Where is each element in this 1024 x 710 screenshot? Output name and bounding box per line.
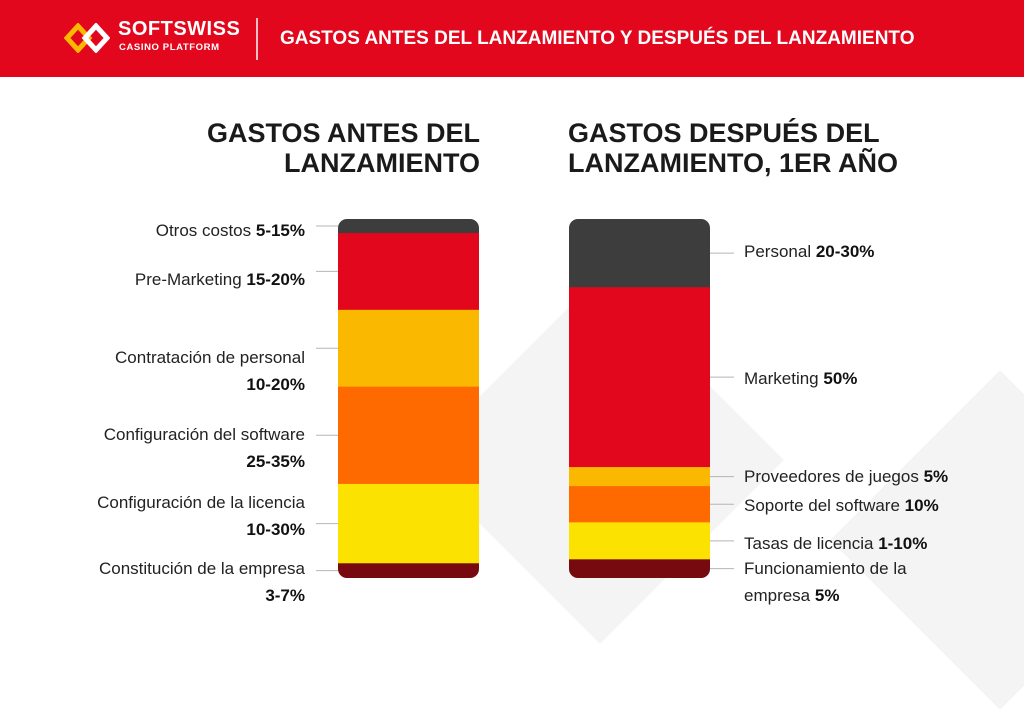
bar-segment-marketing [569,287,710,468]
bar-segment-soporte-del-software [569,486,710,523]
segment-label-line: Personal 20-30% [744,238,874,265]
chart-title-line: LANZAMIENTO, 1ER AÑO [568,148,899,178]
segment-label-text: Tasas de licencia [744,534,879,553]
segment-label-text: Configuración del software [103,425,305,444]
segment-label-text: Constitución de la empresa [98,559,305,578]
segment-label-text: Contratación de personal [115,348,305,367]
segment-label-text: Otros costos [155,221,256,240]
header-bar: SOFTSWISS CASINO PLATFORM GASTOS ANTES D… [0,0,1024,77]
segment-label-text: Personal [744,242,816,261]
chart-title-line: LANZAMIENTO [284,148,480,178]
segment-label-value: 5% [923,467,949,486]
segment-label-text: empresa [744,586,815,605]
bar-segment-funcionamiento-de-la-empresa [569,559,710,578]
bar-segment-proveedores-de-juegos [569,467,710,487]
segment-label-line: Soporte del software 10% [744,492,939,519]
segment-label-text: Soporte del software [744,496,905,515]
segment-label-value: 1-10% [878,534,928,553]
segment-label-configuracion-del-software: Configuración del software 25-35% [104,421,305,475]
segment-label-line: Constitución de la empresa [99,555,305,582]
segment-label-text: Marketing [744,369,824,388]
bar-segment-pre-marketing [338,233,479,311]
segment-label-otros-costos: Otros costos 5-15% [156,217,305,244]
segment-label-value: 5-15% [255,221,305,240]
segment-label-line: 10-20% [115,371,305,398]
segment-label-configuracion-de-la-licencia: Configuración de la licencia 10-30% [97,489,305,543]
segment-label-value: 10-20% [246,375,305,394]
segment-label-line: 10-30% [97,516,305,543]
segment-label-value: 50% [823,369,858,388]
segment-label-line: Otros costos 5-15% [156,217,305,244]
bar-segment-otros-costos [338,219,479,234]
bar-segment-personal [569,219,710,288]
stacked-bar-charts [316,219,734,578]
logo-subtitle: CASINO PLATFORM [119,42,220,53]
stacked-bar-0 [338,219,479,578]
chart-title-line: GASTOS DESPUÉS DEL [568,118,880,148]
segment-label-value: 10-30% [246,520,305,539]
segment-label-constitucion-de-la-empresa: Constitución de la empresa 3-7% [99,555,305,609]
segment-label-pre-marketing: Pre-Marketing 15-20% [135,266,305,293]
segment-label-value: 15-20% [246,270,305,289]
segment-label-line: Pre-Marketing 15-20% [135,266,305,293]
segment-label-line: Configuración de la licencia [97,489,305,516]
segment-label-personal: Personal 20-30% [744,238,874,265]
segment-label-proveedores-de-juegos: Proveedores de juegos 5% [744,463,948,490]
segment-label-text: Proveedores de juegos [744,467,924,486]
chart-title-line: GASTOS ANTES DEL [206,118,480,148]
segment-label-value: 25-35% [246,452,305,471]
header-divider [256,18,258,60]
segment-label-text: Pre-Marketing [134,270,247,289]
chart-title-before-launch: GASTOS ANTES DEL LANZAMIENTO [207,118,480,178]
segment-label-value: 5% [814,586,840,605]
segment-label-line: Contratación de personal [115,344,305,371]
segment-label-value: 20-30% [815,242,875,261]
segment-label-line: Marketing 50% [744,365,857,392]
softswiss-logo-icon [64,23,110,53]
bar-segment-contratacion-de-personal [338,309,479,388]
page-title: GASTOS ANTES DEL LANZAMIENTO Y DESPUÉS D… [280,28,915,49]
segment-label-text: Configuración de la licencia [97,493,305,512]
segment-label-line: Configuración del software [104,421,305,448]
bar-segment-configuracion-del-software [338,386,479,485]
segment-label-value: 3-7% [265,586,305,605]
segment-label-line: Tasas de licencia 1-10% [744,530,927,557]
stacked-bar-1 [569,219,710,578]
segment-label-line: Funcionamiento de la [744,555,907,582]
bar-segment-configuracion-de-la-licencia [338,483,479,564]
chart-title-after-launch: GASTOS DESPUÉS DEL LANZAMIENTO, 1ER AÑO [568,118,898,178]
segment-label-line: 3-7% [99,582,305,609]
segment-label-line: Proveedores de juegos 5% [744,463,948,490]
segment-label-funcionamiento-de-la-empresa: Funcionamiento de la empresa 5% [744,555,907,609]
segment-label-line: 25-35% [104,448,305,475]
segment-label-soporte-del-software: Soporte del software 10% [744,492,939,519]
bar-segment-constitucion-de-la-empresa [338,563,479,578]
segment-label-contratacion-de-personal: Contratación de personal 10-20% [115,344,305,398]
segment-label-marketing: Marketing 50% [744,365,857,392]
segment-label-line: empresa 5% [744,582,907,609]
segment-label-tasas-de-licencia: Tasas de licencia 1-10% [744,530,927,557]
bar-segment-tasas-de-licencia [569,522,710,560]
logo-name: SOFTSWISS [118,18,241,40]
segment-label-text: Funcionamiento de la [744,559,907,578]
segment-label-value: 10% [904,496,939,515]
